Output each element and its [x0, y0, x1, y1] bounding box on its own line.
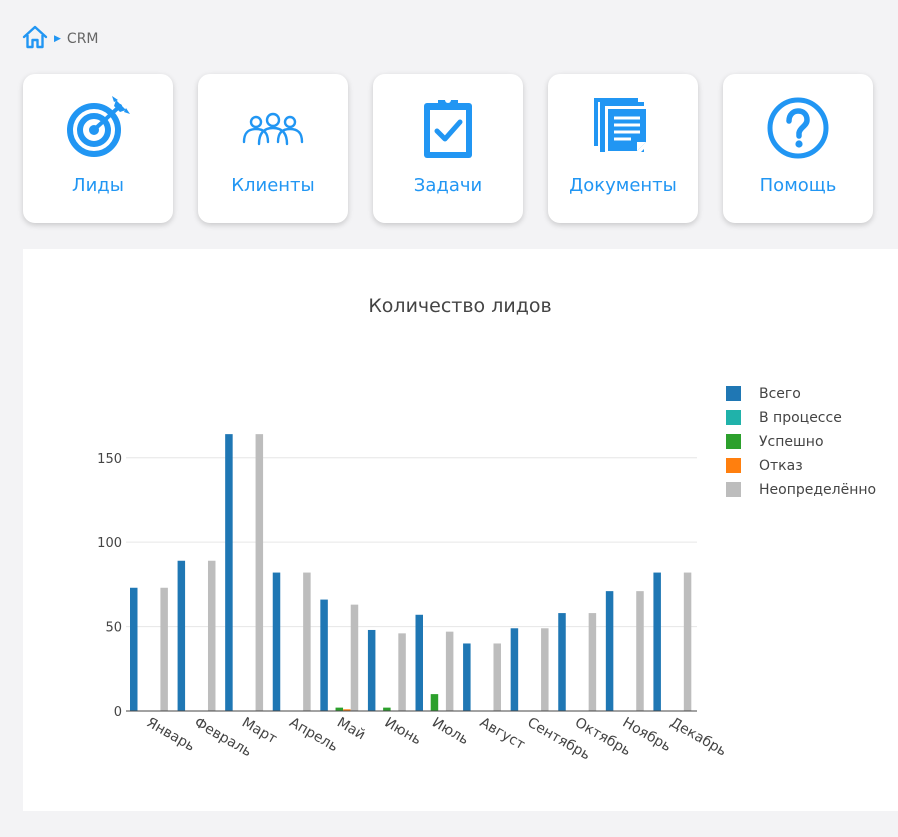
target-icon [23, 96, 173, 160]
clipboard-check-icon [373, 96, 523, 160]
bar [207, 560, 216, 711]
tile-label: Клиенты [231, 175, 315, 196]
tile-label: Документы [569, 175, 677, 196]
x-tick-label: Май [334, 715, 368, 744]
bar [320, 599, 328, 711]
leads-chart: Количество лидов050100150ЯнварьФевральМа… [97, 295, 876, 763]
x-tick-label: Апрель [287, 715, 341, 756]
bar [415, 614, 423, 711]
x-tick-label: Август [477, 715, 528, 754]
tile-tasks[interactable]: Задачи [373, 74, 523, 223]
breadcrumb-current: CRM [66, 31, 99, 47]
x-tick-label: Июль [429, 715, 471, 749]
bar [653, 572, 661, 711]
tile-clients[interactable]: Клиенты [198, 74, 348, 223]
help-icon [723, 96, 873, 160]
legend-swatch [726, 410, 741, 425]
home-icon[interactable] [22, 25, 48, 53]
legend-label: Успешно [759, 434, 824, 450]
bar [225, 434, 233, 711]
tile-help[interactable]: Помощь [723, 74, 873, 223]
legend-label: Отказ [759, 458, 803, 474]
bar [335, 707, 344, 711]
y-tick-label: 100 [97, 536, 122, 551]
bar [303, 572, 311, 711]
bar [367, 629, 376, 711]
users-icon [198, 96, 348, 160]
bar [541, 628, 549, 711]
breadcrumb-separator-icon: ▶ [54, 34, 61, 44]
bar [130, 587, 138, 711]
bar [177, 560, 186, 711]
legend-swatch [726, 386, 741, 401]
legend-swatch [726, 434, 741, 449]
y-tick-label: 150 [97, 452, 122, 467]
documents-icon [548, 96, 698, 160]
tile-leads[interactable]: Лиды [23, 74, 173, 223]
bar [558, 613, 566, 711]
legend-swatch [726, 482, 741, 497]
bar [398, 633, 406, 711]
tile-label: Лиды [72, 175, 124, 196]
legend-label: Всего [759, 386, 801, 402]
bar [588, 613, 597, 711]
bar [160, 587, 168, 711]
chart-title: Количество лидов [368, 295, 551, 317]
bar [636, 591, 644, 711]
bar [493, 643, 501, 711]
tile-label: Помощь [759, 175, 837, 196]
bar [430, 694, 439, 711]
y-tick-label: 50 [105, 621, 122, 636]
bar [683, 572, 692, 711]
x-tick-label: Декабрь [667, 715, 729, 760]
bar [350, 604, 359, 711]
breadcrumb: ▶ CRM [22, 25, 99, 53]
y-tick-label: 0 [114, 705, 122, 720]
tile-documents[interactable]: Документы [548, 74, 698, 223]
x-tick-label: Июнь [382, 715, 424, 749]
bar [255, 434, 264, 711]
bar [272, 572, 281, 711]
bar [605, 591, 614, 711]
legend-swatch [726, 458, 741, 473]
chart-panel: Количество лидов 0 50 100 150 Январь Февраль Ма… [23, 249, 898, 811]
x-tick-label: Январь [144, 715, 198, 755]
bar [383, 707, 391, 711]
legend-label: Неопределённо [759, 482, 876, 498]
bar [510, 628, 519, 711]
legend-label: В процессе [759, 410, 842, 426]
tile-label: Задачи [413, 175, 483, 196]
bar [343, 709, 351, 711]
bar [445, 631, 454, 711]
bar [463, 643, 471, 711]
